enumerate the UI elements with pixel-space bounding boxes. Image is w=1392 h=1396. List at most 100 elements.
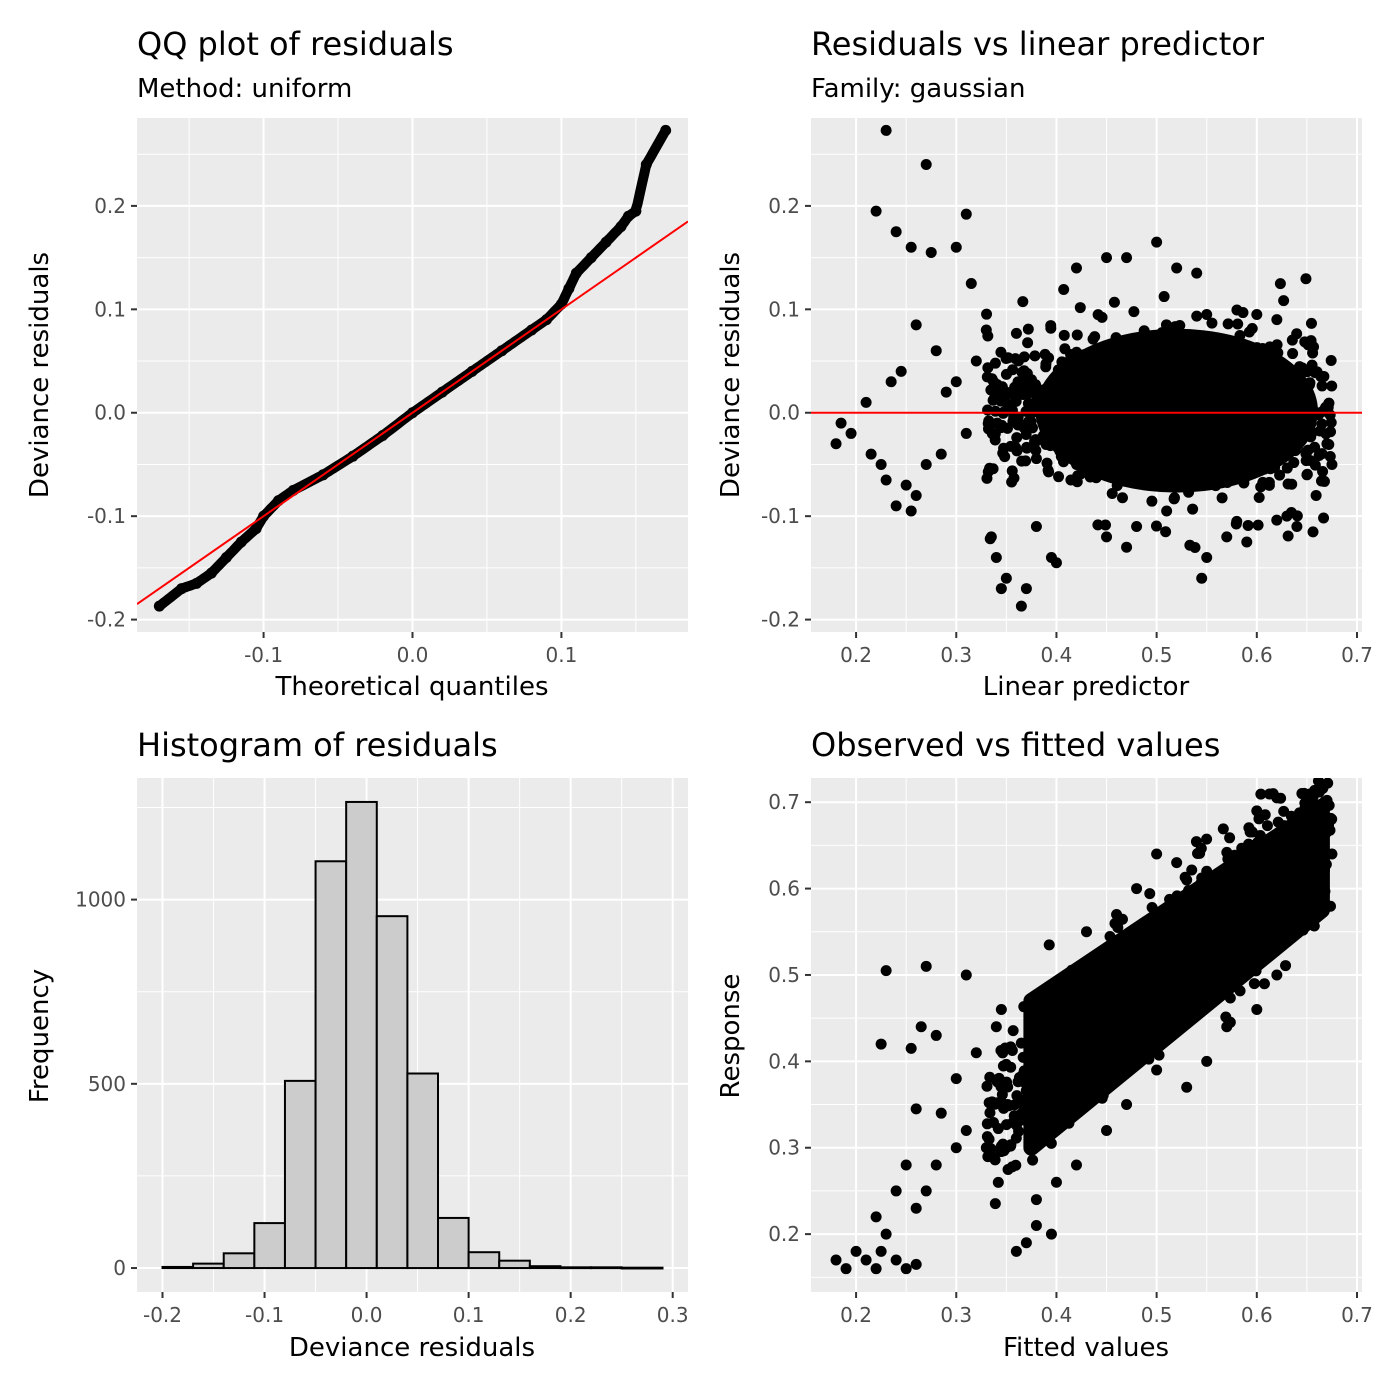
observed-fitted-point xyxy=(1311,813,1323,825)
residual-point xyxy=(1291,521,1303,533)
residual-point xyxy=(1161,505,1173,517)
residual-point xyxy=(1326,458,1338,470)
observed-fitted-point xyxy=(997,1060,1009,1072)
observed-fitted-point xyxy=(1224,832,1236,844)
residual-point xyxy=(1140,446,1152,458)
observed-fitted-point xyxy=(1021,1091,1033,1103)
observed-fitted-point xyxy=(1183,893,1195,905)
observed-fitted-point xyxy=(1326,813,1338,825)
residual-point xyxy=(1191,310,1203,322)
qq-plot-title: QQ plot of residuals xyxy=(137,25,454,63)
observed-fitted-point xyxy=(1017,1051,1029,1063)
observed-fitted-point xyxy=(989,1154,1001,1166)
observed-fitted-point xyxy=(1050,1039,1062,1051)
observed-fitted-point xyxy=(1144,888,1156,900)
observed-fitted-point xyxy=(1000,1119,1012,1131)
observed-fitted-point xyxy=(1112,1021,1124,1033)
observed-fitted-point xyxy=(1172,967,1184,979)
observed-fitted-point xyxy=(1162,1016,1174,1028)
observed-fitted-point xyxy=(1208,974,1220,986)
residual-point xyxy=(1072,470,1084,482)
observed-fitted-point xyxy=(1199,1001,1211,1013)
qq-point xyxy=(660,124,672,136)
observed-fitted-point xyxy=(1075,961,1087,973)
residual-point xyxy=(980,324,992,336)
residual-point xyxy=(1244,392,1256,404)
observed-fitted-point xyxy=(1152,1032,1164,1044)
residual-point xyxy=(996,419,1008,431)
residual-point xyxy=(1146,396,1158,408)
residual-point xyxy=(1245,347,1257,359)
observed-fitted-point xyxy=(850,1245,862,1257)
observed-vs-fitted-panel: Observed vs fitted values Fitted values … xyxy=(716,726,1373,1363)
observed-fitted-point xyxy=(880,965,892,977)
residual-point xyxy=(1013,355,1025,367)
residual-point xyxy=(1069,446,1081,458)
residual-point xyxy=(1071,329,1083,341)
residual-point xyxy=(1149,356,1161,368)
observed-fitted-point xyxy=(830,1254,842,1266)
observed-fitted-point xyxy=(1120,944,1132,956)
observed-fitted-point xyxy=(1058,986,1070,998)
residual-point xyxy=(1271,314,1283,326)
observed-fitted-point xyxy=(1188,947,1200,959)
residual-point xyxy=(1108,384,1120,396)
observed-fitted-point xyxy=(1297,924,1309,936)
residual-point xyxy=(1266,398,1278,410)
residual-point xyxy=(1237,338,1249,350)
observed-fitted-point xyxy=(910,1103,922,1115)
observed-fitted-point xyxy=(1325,900,1337,912)
residual-point xyxy=(905,241,917,253)
residuals-vs-predictor-x-tick-label: 0.4 xyxy=(1041,643,1073,667)
qq-reference-line xyxy=(137,220,688,605)
observed-fitted-point xyxy=(1100,1057,1112,1069)
residual-point xyxy=(880,124,892,136)
observed-fitted-point xyxy=(1248,978,1260,990)
observed-vs-fitted-y-tick-label: 0.4 xyxy=(768,1049,800,1073)
residual-point xyxy=(1077,349,1089,361)
observed-fitted-point xyxy=(1279,881,1291,893)
observed-fitted-point xyxy=(1063,1117,1075,1129)
observed-fitted-point xyxy=(1316,831,1328,843)
observed-fitted-point xyxy=(1196,894,1208,906)
observed-fitted-point xyxy=(1230,979,1242,991)
observed-vs-fitted-y-tick-label: 0.7 xyxy=(768,790,800,814)
observed-fitted-point xyxy=(935,1107,947,1119)
residual-point xyxy=(1080,440,1092,452)
residual-point xyxy=(870,205,882,217)
observed-fitted-point xyxy=(1164,893,1176,905)
residual-point xyxy=(1299,336,1311,348)
observed-fitted-point xyxy=(1143,1011,1155,1023)
residual-point xyxy=(1160,526,1172,538)
observed-fitted-point xyxy=(860,1254,872,1266)
residual-point xyxy=(1314,425,1326,437)
observed-fitted-point xyxy=(1143,1053,1155,1065)
residual-point xyxy=(1178,337,1190,349)
residual-point xyxy=(1022,323,1034,335)
residual-point xyxy=(1138,325,1150,337)
residual-point xyxy=(1281,380,1293,392)
observed-fitted-point xyxy=(1182,885,1194,897)
observed-fitted-point xyxy=(1218,973,1230,985)
residual-point xyxy=(1211,361,1223,373)
qq-point xyxy=(377,430,389,442)
observed-fitted-point xyxy=(1066,964,1078,976)
residual-point xyxy=(1243,326,1255,338)
residual-point xyxy=(1030,521,1042,533)
residual-point xyxy=(1146,495,1158,507)
residual-point xyxy=(1096,311,1108,323)
residual-point xyxy=(995,346,1007,358)
residual-point xyxy=(1101,252,1113,264)
residual-point xyxy=(1196,572,1208,584)
observed-fitted-point xyxy=(1271,969,1283,981)
observed-fitted-point xyxy=(1007,1025,1019,1037)
residual-point xyxy=(895,365,907,377)
residual-point xyxy=(1162,374,1174,386)
residual-point xyxy=(1053,421,1065,433)
observed-fitted-point xyxy=(1036,1128,1048,1140)
histogram-x-tick-label: 0.2 xyxy=(555,1303,587,1327)
residual-point xyxy=(1043,352,1055,364)
observed-fitted-point xyxy=(1251,805,1263,817)
residual-point xyxy=(1139,350,1151,362)
residual-point xyxy=(1256,422,1268,434)
